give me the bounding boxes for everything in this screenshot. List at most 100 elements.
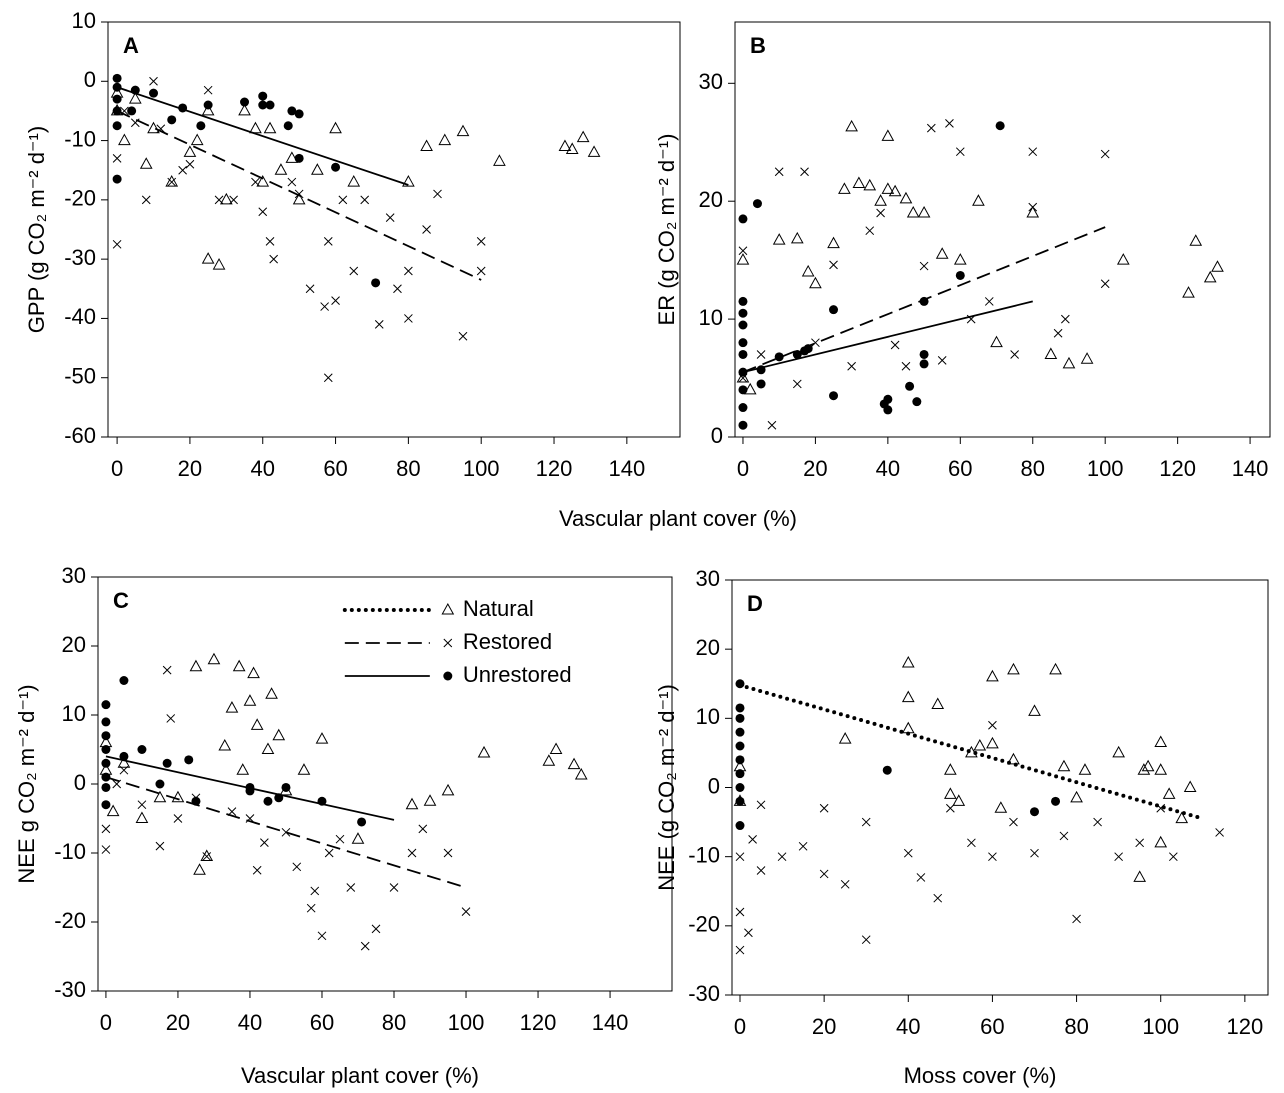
circle-marker [101, 745, 111, 754]
circle-marker [191, 796, 201, 806]
x-marker [744, 928, 753, 938]
panel-label: C [113, 588, 129, 613]
x-marker [1053, 328, 1063, 338]
triangle-marker [1141, 759, 1155, 772]
triangle-marker [139, 157, 153, 169]
x-tick-label: 100 [1142, 1014, 1179, 1039]
circle-marker [357, 817, 367, 827]
x-marker [404, 314, 413, 323]
circle-marker [184, 755, 194, 765]
x-axis-label: Vascular plant cover (%) [241, 1063, 479, 1088]
triangle-marker [106, 804, 120, 817]
x-marker [229, 195, 238, 205]
triangle-marker [193, 863, 206, 875]
triangle-marker [438, 133, 452, 146]
x-tick-label: 120 [520, 1010, 557, 1035]
y-tick-label: 30 [62, 563, 86, 588]
triangle-marker [1133, 870, 1147, 882]
fit-line [105, 755, 395, 821]
circle-marker [735, 679, 745, 689]
triangle-marker [827, 236, 840, 249]
circle-marker [112, 121, 122, 131]
y-tick-label: -30 [688, 981, 720, 1006]
triangle-marker [201, 252, 215, 264]
x-marker [1028, 147, 1038, 157]
x-tick-label: 40 [251, 456, 275, 481]
x-tick-label: 120 [1227, 1014, 1264, 1039]
x-tick-label: 0 [734, 1014, 746, 1039]
x-tick-label: 40 [238, 1010, 262, 1035]
circle-marker [167, 115, 177, 125]
x-marker [967, 838, 976, 848]
x-marker [829, 260, 838, 270]
circle-marker [995, 121, 1005, 131]
x-tick-label: 120 [1159, 456, 1196, 481]
circle-marker [112, 73, 122, 83]
x-marker [903, 848, 913, 858]
triangle-marker [567, 757, 581, 770]
x-tick-label: 120 [536, 456, 573, 481]
fit-line [737, 683, 1205, 821]
x-tick-label: 0 [737, 456, 749, 481]
triangle-marker [736, 253, 750, 265]
circle-marker [912, 397, 922, 407]
x-tick-label: 60 [948, 456, 972, 481]
x-marker [1114, 852, 1123, 862]
triangle-marker [935, 247, 949, 259]
triangle-marker [351, 832, 365, 844]
triangle-marker [402, 175, 415, 187]
x-tick-label: 140 [608, 456, 645, 481]
triangle-marker [201, 103, 215, 116]
y-tick-label: -10 [64, 126, 96, 151]
triangle-marker [1211, 260, 1224, 272]
x-marker [418, 824, 428, 834]
circle-marker [738, 338, 748, 348]
triangle-marker [838, 182, 851, 194]
x-tick-label: 20 [803, 456, 827, 481]
triangle-marker [315, 732, 329, 744]
triangle-marker [743, 382, 757, 395]
y-tick-label: 10 [696, 704, 720, 729]
x-marker [404, 266, 413, 276]
x-tick-label: 80 [1021, 456, 1045, 481]
x-marker [360, 195, 370, 205]
x-marker [1100, 279, 1110, 289]
triangle-marker [874, 194, 887, 206]
triangle-marker [1137, 763, 1151, 775]
triangle-marker [256, 175, 270, 187]
circle-marker [955, 270, 965, 280]
triangle-marker [1070, 790, 1083, 803]
x-marker [861, 935, 871, 945]
y-tick-label: 0 [74, 770, 86, 795]
triangle-marker [1203, 270, 1217, 283]
x-axis-label: Moss cover (%) [904, 1063, 1057, 1088]
y-tick-label: -60 [64, 423, 96, 448]
x-marker [865, 226, 875, 236]
x-tick-label: 60 [323, 456, 347, 481]
triangle-marker [1044, 347, 1058, 359]
triangle-marker [493, 154, 506, 166]
y-tick-label: -20 [64, 186, 96, 211]
circle-marker [119, 676, 129, 685]
triangle-marker [147, 121, 160, 134]
y-tick-label: -40 [64, 304, 96, 329]
x-marker [112, 239, 122, 249]
x-marker [214, 195, 224, 205]
triangle-marker [917, 205, 931, 218]
x-marker [955, 147, 965, 157]
triangle-marker [986, 669, 999, 682]
fit-line [116, 86, 409, 186]
triangle-marker [225, 701, 239, 713]
triangle-marker [944, 787, 957, 799]
circle-marker [919, 296, 929, 306]
triangle-marker [990, 335, 1003, 348]
y-axis-label: ER (g CO₂ m⁻² d⁻¹) [654, 134, 679, 326]
circle-marker [803, 344, 813, 354]
x-marker [767, 420, 777, 430]
x-marker [798, 841, 808, 851]
x-marker [819, 869, 829, 879]
x-marker [748, 835, 757, 844]
circle-marker [1051, 796, 1061, 806]
triangle-marker [574, 767, 588, 780]
circle-marker [294, 109, 304, 119]
